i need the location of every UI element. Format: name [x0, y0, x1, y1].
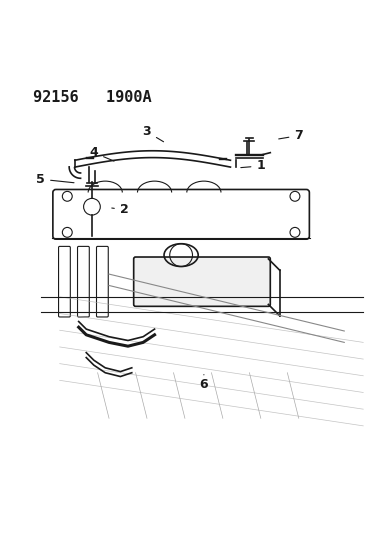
Text: 4: 4 [89, 146, 114, 161]
Text: 92156   1900A: 92156 1900A [33, 90, 152, 105]
Text: 6: 6 [199, 375, 208, 391]
Text: 3: 3 [143, 125, 164, 142]
FancyBboxPatch shape [77, 246, 89, 317]
Text: 2: 2 [112, 203, 129, 216]
FancyBboxPatch shape [97, 246, 108, 317]
Text: 7: 7 [279, 129, 303, 142]
Text: 1: 1 [241, 159, 265, 173]
FancyBboxPatch shape [134, 257, 270, 306]
FancyBboxPatch shape [53, 189, 310, 239]
Text: 5: 5 [36, 173, 74, 185]
FancyBboxPatch shape [59, 246, 70, 317]
